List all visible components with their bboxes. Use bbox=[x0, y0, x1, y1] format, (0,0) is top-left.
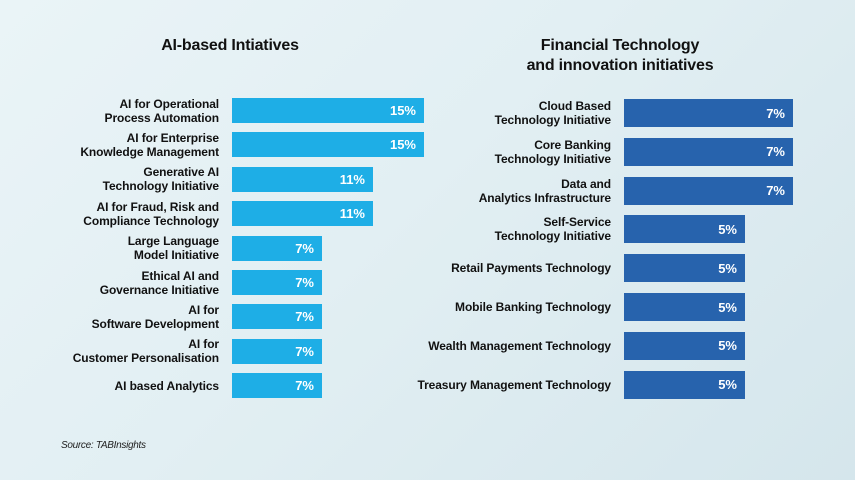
bar-label: AI for Enterprise Knowledge Management bbox=[0, 131, 219, 159]
bar-value-label: 5% bbox=[718, 338, 737, 354]
bar-label-line1: Data and bbox=[561, 176, 611, 191]
bar-label-line2: Compliance Technology bbox=[83, 213, 219, 228]
bar: 5% bbox=[624, 254, 745, 283]
bar-value-label: 11% bbox=[339, 206, 365, 222]
bar-label-line1: AI based Analytics bbox=[114, 378, 220, 393]
bar: 7% bbox=[232, 235, 322, 261]
bar-label: AI for Customer Personalisation bbox=[0, 337, 219, 365]
bar-value-label: 11% bbox=[339, 171, 365, 187]
bar-label: Large Language Model Initiative bbox=[0, 234, 219, 262]
bar-label-line2: Analytics Infrastructure bbox=[478, 190, 611, 205]
bar: 7% bbox=[232, 338, 322, 364]
bar-label-line2: Software Development bbox=[91, 316, 219, 331]
bar-label-line1: Mobile Banking Technology bbox=[455, 300, 611, 314]
bar-value-label: 7% bbox=[766, 144, 785, 160]
bar: 5% bbox=[624, 215, 745, 244]
bar-label: AI for Software Development bbox=[0, 303, 219, 331]
bar-value-label: 7% bbox=[766, 105, 785, 121]
bar-value-label: 15% bbox=[389, 103, 416, 118]
bar-label-line2: Governance Initiative bbox=[99, 282, 219, 297]
bar-label-line1: Treasury Management Technology bbox=[417, 377, 612, 392]
bar-label-line2: Technology Initiative bbox=[494, 113, 611, 127]
bar-label-line1: Core Banking bbox=[534, 137, 611, 152]
left-chart-title: AI-based Intiatives bbox=[161, 37, 299, 54]
bar-label: Data and Analytics Infrastructure bbox=[351, 177, 611, 205]
bar-label-line2: Process Automation bbox=[104, 110, 220, 125]
bar-label: AI for Operational Process Automation bbox=[0, 96, 220, 125]
bar-label-line1: AI for Fraud, Risk and bbox=[96, 199, 220, 214]
bar-label: Self-Service Technology Initiative bbox=[351, 215, 611, 243]
bar-label-line1: AI for bbox=[188, 302, 219, 317]
bar-value-label: 7% bbox=[295, 309, 314, 325]
bar-value-label: 7% bbox=[766, 183, 785, 199]
bar-label-line1: Retail Payments Technology bbox=[451, 261, 611, 276]
bar: 7% bbox=[624, 99, 793, 127]
bar: 15% bbox=[232, 132, 424, 158]
bar-label: Mobile Banking Technology bbox=[351, 300, 611, 314]
bar-value-label: 5% bbox=[718, 221, 737, 237]
bar-label: Wealth Management Technology bbox=[351, 339, 611, 353]
bar-label: AI based Analytics bbox=[0, 378, 220, 393]
bar-value-label: 7% bbox=[295, 378, 314, 394]
bar-value-label: 7% bbox=[295, 275, 314, 290]
bar-label-line1: AI for bbox=[188, 337, 219, 352]
bar: 7% bbox=[232, 373, 322, 399]
bar: 5% bbox=[624, 331, 745, 360]
bar-label: Cloud Based Technology Initiative bbox=[351, 99, 611, 127]
bar-label-line1: Large Language bbox=[127, 234, 219, 249]
bar: 7% bbox=[624, 176, 793, 205]
bar-value-label: 15% bbox=[389, 137, 416, 153]
bar: 7% bbox=[232, 270, 322, 295]
bar: 5% bbox=[624, 293, 745, 321]
right-title-line1: Financial Technology bbox=[540, 37, 700, 54]
bar-label-line2: Knowledge Management bbox=[80, 144, 219, 159]
bar-label-line2: Technology Initiative bbox=[102, 179, 219, 194]
right-chart-title: Financial Technology and innovation init… bbox=[490, 36, 750, 76]
bar: 7% bbox=[624, 137, 793, 166]
bar: 11% bbox=[232, 166, 373, 192]
bar-label-line1: Generative AI bbox=[143, 165, 219, 180]
bar: 5% bbox=[624, 370, 745, 399]
bar-label: Generative AI Technology Initiative bbox=[0, 165, 219, 193]
bar-label-line2: Technology Initiative bbox=[494, 151, 611, 166]
bar-label-line1: Wealth Management Technology bbox=[428, 338, 611, 353]
bar: 11% bbox=[232, 201, 373, 227]
source-note: Source: TABInsights bbox=[61, 440, 146, 451]
right-title-line2: and innovation initiatives bbox=[526, 57, 714, 74]
bar-label-line2: Technology Initiative bbox=[494, 229, 611, 244]
bar-label: Core Banking Technology Initiative bbox=[351, 138, 611, 166]
bar-label-line1: Ethical AI and bbox=[141, 268, 219, 283]
bar-value-label: 5% bbox=[718, 299, 737, 315]
bar-label-line1: Cloud Based bbox=[538, 99, 611, 113]
bar-label-line2: Customer Personalisation bbox=[72, 351, 219, 366]
bar-value-label: 5% bbox=[718, 260, 737, 276]
bar-label-line1: AI for Operational bbox=[119, 96, 219, 111]
bar-value-label: 7% bbox=[295, 343, 314, 359]
bar-label-line1: Self-Service bbox=[543, 215, 611, 230]
bar-label-line2: Model Initiative bbox=[133, 248, 219, 263]
bar: 7% bbox=[232, 304, 322, 330]
bar-label-line1: AI for Enterprise bbox=[126, 130, 219, 145]
bar-value-label: 5% bbox=[718, 377, 737, 393]
bar-label: Treasury Management Technology bbox=[351, 377, 612, 392]
bar-label: AI for Fraud, Risk and Compliance Technol… bbox=[0, 200, 219, 228]
bar: 15% bbox=[232, 98, 424, 123]
bar-label: Ethical AI and Governance Initiative bbox=[0, 269, 219, 297]
bar-value-label: 7% bbox=[295, 240, 314, 256]
bar-label: Retail Payments Technology bbox=[351, 261, 611, 275]
